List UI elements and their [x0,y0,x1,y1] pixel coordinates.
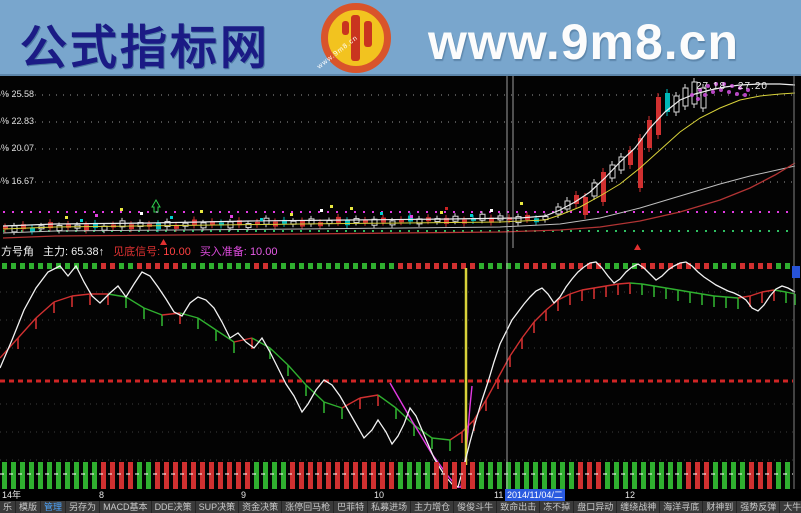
formula-tab-bar: 乐模版 管理 另存为 MACD基本 DDE决策 SUP决策 资金决策 涨停回马枪 巴菲特 私募进场… [0,501,801,513]
indicator-header: 方号角 主力: 65.38↑ 见底信号: 10.00 买入准备: 10.00 [1,246,277,259]
timeline-tick: 11 [494,490,504,500]
taskbar-item[interactable]: 强势反弹 [737,501,781,513]
indicator-bottom-signal-field: 见底信号: 10.00 [113,246,191,259]
taskbar-item[interactable]: 乐 [0,501,17,513]
price-range-label: 27.18 - 27.20 [696,81,768,92]
logo-glyph [364,21,372,47]
taskbar-item[interactable]: 管理 [41,501,67,513]
taskbar-item[interactable]: 另存为 [66,501,101,513]
site-url: www.9m8.cn [428,14,740,70]
taskbar-item[interactable]: 盘口异动 [574,501,618,513]
taskbar-item[interactable]: 海洋寻底 [660,501,704,513]
taskbar-item[interactable]: 模版 [16,501,42,513]
timeline-tick: 9 [241,490,247,500]
buy-value: 10.00 [249,246,278,258]
logo-glyph [342,21,349,35]
taskbar-item[interactable]: 私募进场 [368,501,412,513]
signal-value: 10.00 [163,246,191,258]
y-axis-label: % 25.58 [1,89,35,99]
chart-canvas [0,76,800,501]
taskbar-item[interactable]: 冻不掉 [540,501,575,513]
y-axis-label: % 20.07 [1,143,35,153]
taskbar-item[interactable]: 主力增仓 [411,501,455,513]
signal-label: 见底信号: [113,246,161,258]
taskbar-item[interactable]: 缠绕战神 [617,501,661,513]
indicator-main-field: 主力: 65.38↑ [43,246,104,259]
buy-label: 买入准备: [199,246,247,258]
taskbar-item[interactable]: 巴菲特 [334,501,369,513]
taskbar-item[interactable]: SUP决策 [196,501,240,513]
taskbar-item[interactable]: 大牛 [780,501,801,513]
timeline-tick: 8 [99,490,105,500]
logo-glyph [351,15,360,61]
logo-ring [321,3,391,73]
indicator-buy-ready-field: 买入准备: 10.00 [200,246,278,259]
taskbar-item[interactable]: 致命出击 [497,501,541,513]
main-value: 65.38↑ [71,246,105,258]
timeline-tick: 14年 [2,490,22,500]
selected-date-tag: 2014/11/04/二 [505,489,565,501]
site-name: 公式指标网 [20,21,270,74]
timeline-tick: 12 [625,490,636,500]
timeline-axis: 14年 8 9 10 11 12 2014/11/04/二 [0,489,801,501]
indicator-title: 方号角 [1,246,34,258]
taskbar-item[interactable]: 俊俊斗牛 [454,501,498,513]
taskbar-item[interactable]: DDE决策 [152,501,196,513]
taskbar-item[interactable]: MACD基本 [100,501,152,513]
main-label: 主力: [43,246,69,258]
taskbar-item[interactable]: 财神到 [703,501,738,513]
site-logo-icon: www.9m8.cn [316,3,391,73]
timeline-tick: 10 [374,490,385,500]
taskbar-item[interactable]: 资金决策 [239,501,283,513]
watermark-banner: 公式指标网 www.9m8.cn www.9m8.cn [0,0,801,76]
taskbar-item[interactable]: 涨停回马枪 [282,501,335,513]
y-axis-label: % 22.83 [1,116,35,126]
chart-area[interactable]: % 25.58 % 22.83 % 20.07 % 16.67 27.18 - 27.… [0,76,801,501]
y-axis-label: % 16.67 [1,176,35,186]
